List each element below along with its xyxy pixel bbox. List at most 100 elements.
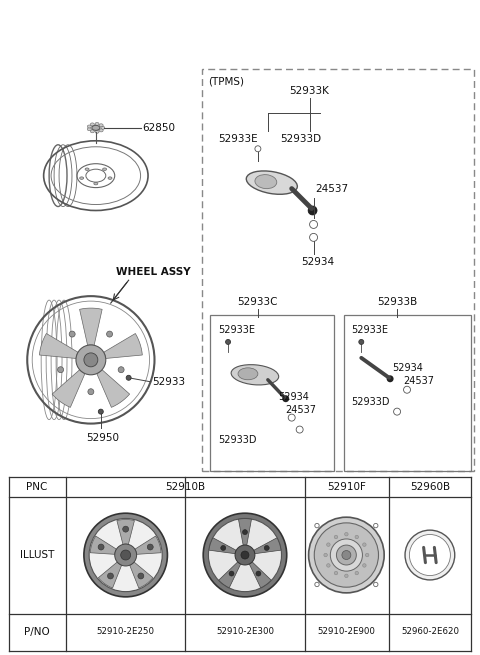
Text: 52933D: 52933D	[280, 134, 321, 144]
Text: 52933C: 52933C	[238, 297, 278, 307]
Ellipse shape	[231, 365, 279, 385]
Text: 52933E: 52933E	[351, 325, 388, 335]
Ellipse shape	[330, 539, 362, 571]
Polygon shape	[130, 562, 153, 588]
Text: P/NO: P/NO	[24, 627, 50, 637]
Circle shape	[120, 550, 131, 560]
Circle shape	[336, 545, 356, 565]
Text: 52910-2E300: 52910-2E300	[216, 627, 274, 636]
Circle shape	[221, 546, 226, 550]
Ellipse shape	[208, 519, 281, 591]
Circle shape	[98, 409, 103, 414]
Ellipse shape	[362, 564, 366, 567]
Ellipse shape	[405, 530, 455, 580]
Text: 52933K: 52933K	[289, 86, 330, 96]
Circle shape	[264, 546, 269, 550]
Polygon shape	[98, 562, 121, 588]
Circle shape	[235, 545, 255, 565]
Circle shape	[359, 339, 364, 345]
Polygon shape	[254, 538, 281, 553]
Text: 24537: 24537	[403, 376, 434, 386]
Circle shape	[88, 388, 94, 395]
Polygon shape	[80, 308, 102, 345]
Ellipse shape	[108, 177, 112, 179]
Circle shape	[241, 551, 249, 559]
Ellipse shape	[324, 553, 327, 557]
Text: PNC: PNC	[26, 482, 48, 493]
Polygon shape	[219, 562, 240, 588]
Circle shape	[282, 395, 289, 402]
Ellipse shape	[345, 574, 348, 578]
Ellipse shape	[89, 519, 162, 591]
Text: 52933D: 52933D	[351, 397, 390, 407]
Text: 52933D: 52933D	[218, 434, 257, 445]
Polygon shape	[117, 519, 134, 544]
Bar	[210, 315, 335, 472]
Ellipse shape	[246, 171, 297, 195]
Text: 52950: 52950	[86, 432, 119, 443]
Ellipse shape	[238, 368, 258, 380]
Ellipse shape	[85, 168, 89, 170]
Polygon shape	[104, 333, 143, 358]
Text: 52934: 52934	[301, 257, 335, 267]
Ellipse shape	[362, 543, 366, 546]
Ellipse shape	[309, 517, 384, 593]
Circle shape	[387, 375, 394, 383]
Circle shape	[98, 544, 104, 550]
Circle shape	[123, 526, 129, 532]
Polygon shape	[97, 369, 130, 407]
Circle shape	[76, 345, 106, 375]
Circle shape	[342, 551, 351, 559]
Ellipse shape	[334, 571, 338, 575]
Circle shape	[229, 571, 234, 576]
Ellipse shape	[99, 129, 103, 132]
Polygon shape	[39, 333, 78, 358]
Ellipse shape	[87, 125, 91, 128]
Text: 52933: 52933	[153, 377, 186, 386]
Circle shape	[108, 573, 113, 579]
Ellipse shape	[314, 523, 379, 587]
Ellipse shape	[101, 126, 105, 129]
Text: 52960B: 52960B	[410, 482, 450, 493]
Ellipse shape	[327, 543, 330, 546]
Circle shape	[126, 375, 131, 381]
Text: WHEEL ASSY: WHEEL ASSY	[116, 267, 191, 277]
Circle shape	[147, 544, 153, 550]
Polygon shape	[249, 562, 271, 588]
Text: 24537: 24537	[315, 183, 348, 194]
Text: 52910B: 52910B	[165, 482, 205, 493]
Ellipse shape	[95, 122, 99, 125]
Circle shape	[84, 353, 98, 367]
Circle shape	[107, 331, 112, 337]
Circle shape	[226, 339, 230, 345]
Ellipse shape	[103, 168, 107, 170]
Ellipse shape	[203, 514, 287, 597]
Ellipse shape	[334, 535, 338, 539]
Polygon shape	[90, 536, 117, 554]
Ellipse shape	[409, 534, 450, 576]
Text: 52933B: 52933B	[377, 297, 417, 307]
Text: 52910-2E900: 52910-2E900	[317, 627, 375, 636]
Ellipse shape	[355, 571, 359, 575]
Bar	[344, 315, 471, 472]
Circle shape	[242, 530, 248, 534]
Circle shape	[58, 367, 63, 373]
Ellipse shape	[94, 182, 98, 185]
Circle shape	[69, 331, 75, 337]
Ellipse shape	[90, 123, 95, 126]
Text: 52960-2E620: 52960-2E620	[401, 627, 459, 636]
Ellipse shape	[84, 514, 168, 597]
Text: 52933E: 52933E	[218, 134, 258, 144]
Polygon shape	[52, 369, 85, 407]
Circle shape	[118, 367, 124, 373]
Ellipse shape	[365, 553, 369, 557]
Ellipse shape	[90, 130, 95, 133]
Text: 52910-2E250: 52910-2E250	[96, 627, 155, 636]
Text: 52933E: 52933E	[218, 325, 255, 335]
Text: ILLUST: ILLUST	[20, 550, 54, 560]
Text: 62850: 62850	[143, 123, 176, 133]
Circle shape	[115, 544, 137, 566]
Polygon shape	[135, 536, 161, 554]
Bar	[202, 69, 474, 472]
Ellipse shape	[99, 124, 103, 127]
